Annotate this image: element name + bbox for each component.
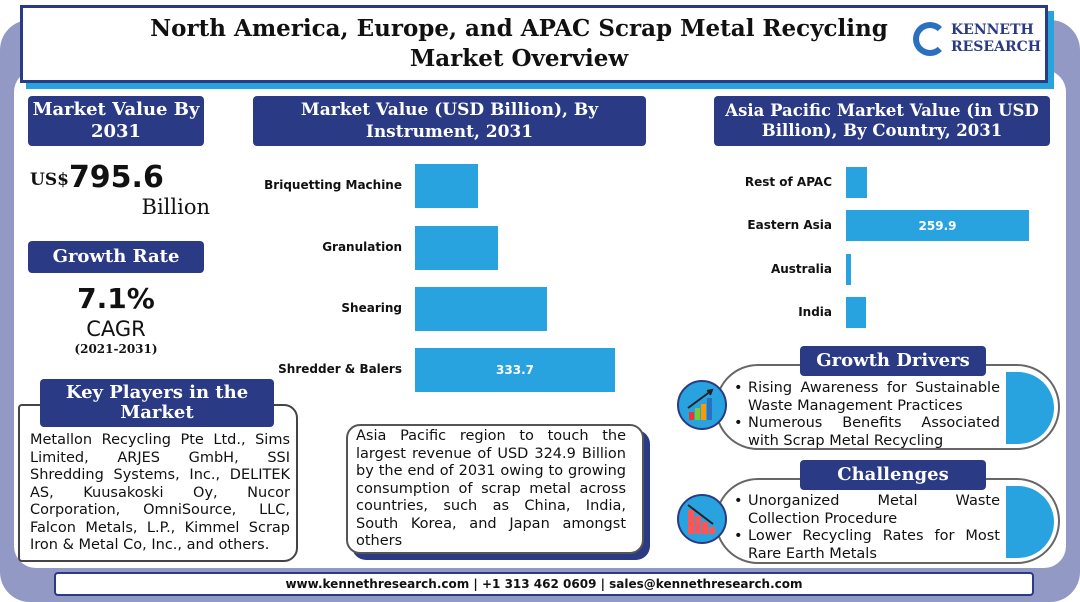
market-value-heading: Market Value By 2031 — [28, 96, 204, 146]
bar — [846, 167, 868, 198]
challenge-item: Unorganized Metal Waste Collection Proce… — [734, 493, 1000, 528]
cagr-label: CAGR — [86, 317, 146, 341]
apac-note-text: Asia Pacific region to touch the largest… — [356, 428, 626, 549]
footer-contact: www.kennethresearch.com | +1 313 462 060… — [54, 572, 1034, 596]
market-value-unit: Billion — [141, 195, 210, 219]
challenges-heading: Challenges — [800, 460, 986, 490]
bar-chart-down-icon — [677, 494, 727, 544]
category-label: Rest of APAC — [744, 174, 832, 189]
bar — [846, 297, 866, 328]
key-players-heading: Key Players in the Market — [40, 379, 274, 427]
category-label: Briquetting Machine — [264, 178, 402, 192]
category-label: Shearing — [341, 301, 402, 315]
bar — [415, 226, 498, 270]
logo-ring-icon — [913, 22, 947, 56]
challenge-item: Lower Recycling Rates for Most Rare Eart… — [734, 528, 1000, 563]
bar: 333.7 — [415, 348, 615, 392]
bar-chart-up-icon — [677, 380, 727, 430]
page-title: North America, Europe, and APAC Scrap Me… — [150, 15, 888, 72]
category-label: Granulation — [322, 240, 402, 254]
market-value-number: 795.6 — [68, 160, 164, 195]
growth-driver-item: Rising Awareness for Sustainable Waste M… — [734, 380, 1000, 415]
header: North America, Europe, and APAC Scrap Me… — [20, 5, 1048, 83]
data-label: 259.9 — [918, 218, 957, 233]
category-label: India — [798, 304, 832, 319]
bar — [415, 164, 478, 208]
growth-driver-item: Numerous Benefits Associated with Scrap … — [734, 415, 1000, 450]
data-label: 333.7 — [496, 363, 534, 377]
growth-rate-heading: Growth Rate — [28, 241, 204, 273]
category-label: Eastern Asia — [747, 217, 832, 232]
bar: 259.9 — [846, 210, 1029, 241]
category-label: Shredder & Balers — [278, 362, 402, 376]
instrument-chart-title: Market Value (USD Billion), By Instrumen… — [253, 96, 646, 146]
market-value: US$795.6 Billion — [30, 160, 220, 219]
key-players-text: Metallon Recycling Pte Ltd., Sims Limite… — [30, 432, 290, 553]
growth-drivers-list: Rising Awareness for Sustainable Waste M… — [734, 380, 1000, 450]
currency: US$ — [30, 170, 69, 190]
growth-rate: 7.1% CAGR (2021-2031) — [28, 282, 204, 356]
cagr-period: (2021-2031) — [74, 342, 158, 356]
kenneth-research-logo: KENNETH RESEARCH — [913, 22, 1041, 56]
challenges-list: Unorganized Metal Waste Collection Proce… — [734, 493, 1000, 563]
cagr-value: 7.1% — [77, 282, 155, 315]
growth-drivers-heading: Growth Drivers — [800, 346, 986, 376]
apac-chart-title: Asia Pacific Market Value (in USD Billio… — [714, 96, 1050, 146]
bar — [846, 254, 851, 285]
bar — [415, 287, 547, 331]
apac-note-card: Asia Pacific region to touch the largest… — [346, 424, 644, 554]
category-label: Australia — [770, 261, 832, 276]
key-players-card: Metallon Recycling Pte Ltd., Sims Limite… — [18, 404, 298, 562]
